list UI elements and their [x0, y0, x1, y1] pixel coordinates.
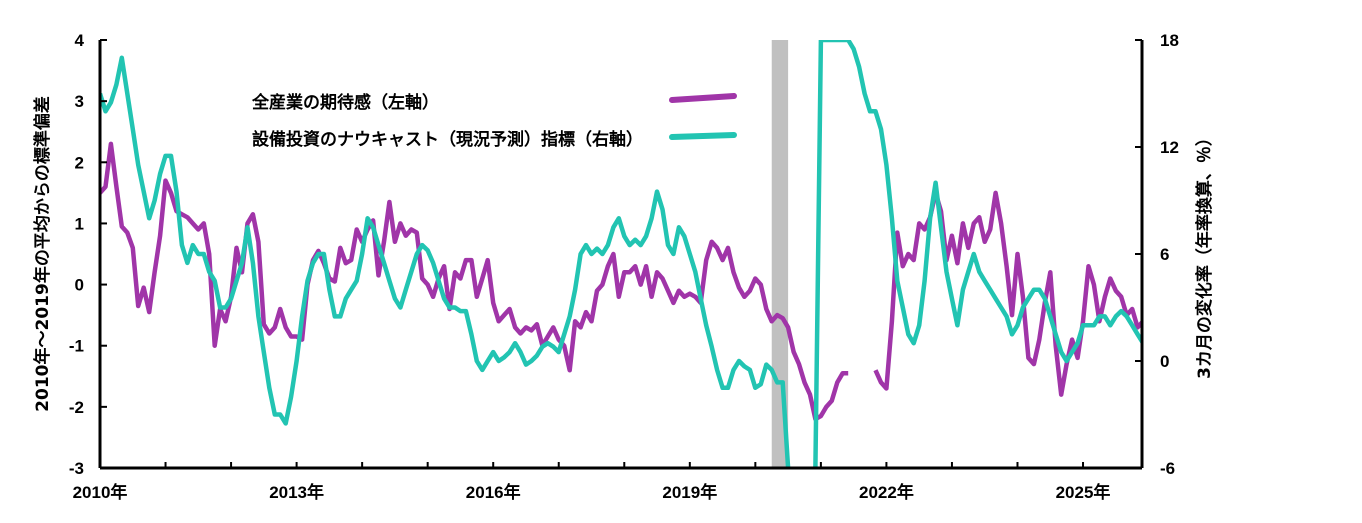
left-tick-label: 3	[75, 92, 84, 111]
right-tick-label: 6	[1160, 245, 1169, 264]
right-tick-label: -6	[1160, 459, 1175, 478]
left-tick-label: -1	[69, 337, 84, 356]
legend: 全産業の期待感（左軸） 設備投資のナウキャスト（現況予測）指標（右軸）	[251, 92, 737, 150]
right-tick-label: 12	[1160, 138, 1179, 157]
series-lines	[100, 40, 1142, 468]
left-tick-label: 4	[75, 31, 85, 50]
x-tick-label: 2010年	[73, 482, 128, 502]
left-tick-label: -2	[69, 398, 84, 417]
legend-swatch-expectations	[669, 93, 737, 103]
x-tick-label: 2016年	[466, 482, 521, 502]
right-tick-label: 0	[1160, 352, 1169, 371]
legend-label-expectations: 全産業の期待感（左軸）	[251, 92, 439, 113]
series-line-nowcast	[100, 40, 1142, 468]
right-tick-label: 18	[1160, 31, 1179, 50]
legend-label-nowcast: 設備投資のナウキャスト（現況予測）指標（右軸）	[252, 129, 643, 150]
recession-shading	[771, 40, 789, 468]
left-tick-label: 0	[75, 276, 84, 295]
series-line-expectations	[100, 141, 1142, 422]
ticks: 4 3 2 1 0 -1 -2 -3 18 12 6 0 -6 2010年 2013年 2016年 2019年 2…	[69, 31, 1179, 502]
x-tick-label: 2013年	[269, 482, 324, 502]
left-axis-title: 2010年～2019年の平均からの標準偏差	[32, 96, 53, 412]
left-tick-label: -3	[69, 459, 84, 478]
legend-swatch-nowcast	[669, 132, 737, 140]
x-tick-label: 2022年	[859, 482, 914, 502]
shaded-period	[771, 40, 789, 468]
x-tick-label: 2019年	[662, 482, 717, 502]
left-tick-label: 2	[75, 153, 84, 172]
x-tick-label: 2025年	[1056, 482, 1111, 502]
left-tick-label: 1	[75, 214, 84, 233]
right-axis-title: 3カ月の変化率（年率換算、％）	[1194, 129, 1215, 379]
